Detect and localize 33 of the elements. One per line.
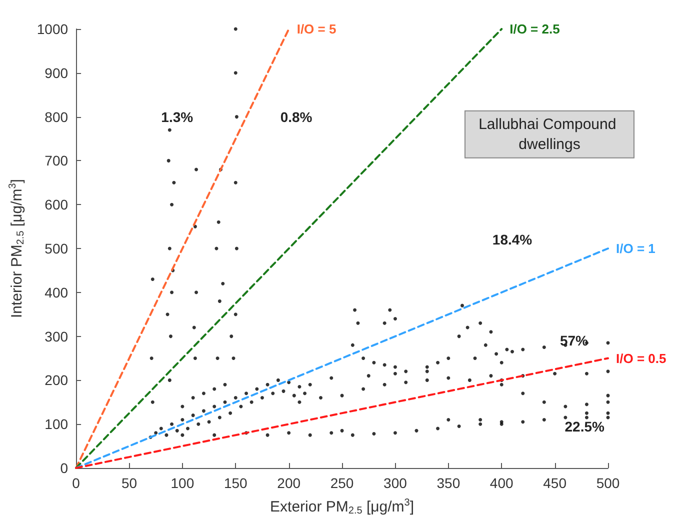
y-tick-label: 400 [44,284,68,300]
x-tick-label: 300 [384,475,408,491]
series-label: I/O = 2.5 [510,22,560,36]
y-tick-label: 200 [44,372,68,388]
x-tick-label: 500 [596,475,620,491]
x-tick-label: 100 [170,475,194,491]
y-tick-label: 800 [44,108,68,125]
annotation: 57% [560,332,589,349]
series-label: I/O = 0.5 [616,350,666,366]
x-tick-label: 50 [121,475,138,491]
x-tick-label: 450 [543,475,567,491]
annotation: 22.5% [564,418,605,434]
y-tick-label: 700 [44,152,68,169]
x-tick-label: 400 [490,475,514,491]
x-tick-label: 200 [277,475,301,491]
x-tick-label: 0 [72,475,80,491]
x-tick-label: 150 [224,475,248,491]
annotation: 18.4% [492,232,533,248]
annotation: 1.3% [161,108,194,125]
annotation: Lallubhai Compound dwellings [478,116,620,153]
y-tick-label: 100 [44,416,68,432]
annotation: 0.8% [280,108,313,125]
y-tick-label: 600 [44,196,68,213]
y-tick-label: 300 [44,328,68,344]
y-tick-label: 500 [44,240,68,256]
y-tick-label: 0 [60,460,68,476]
x-tick-label: 350 [436,475,460,491]
x-tick-label: 250 [330,475,354,491]
series-label: I/O = 1 [616,241,656,256]
y-tick-label: 900 [44,64,68,81]
y-axis-title: Interior PM2.5 [μg/m3] [8,179,26,318]
series-label: I/O = 5 [296,22,336,36]
y-tick-label: 1000 [36,21,68,37]
